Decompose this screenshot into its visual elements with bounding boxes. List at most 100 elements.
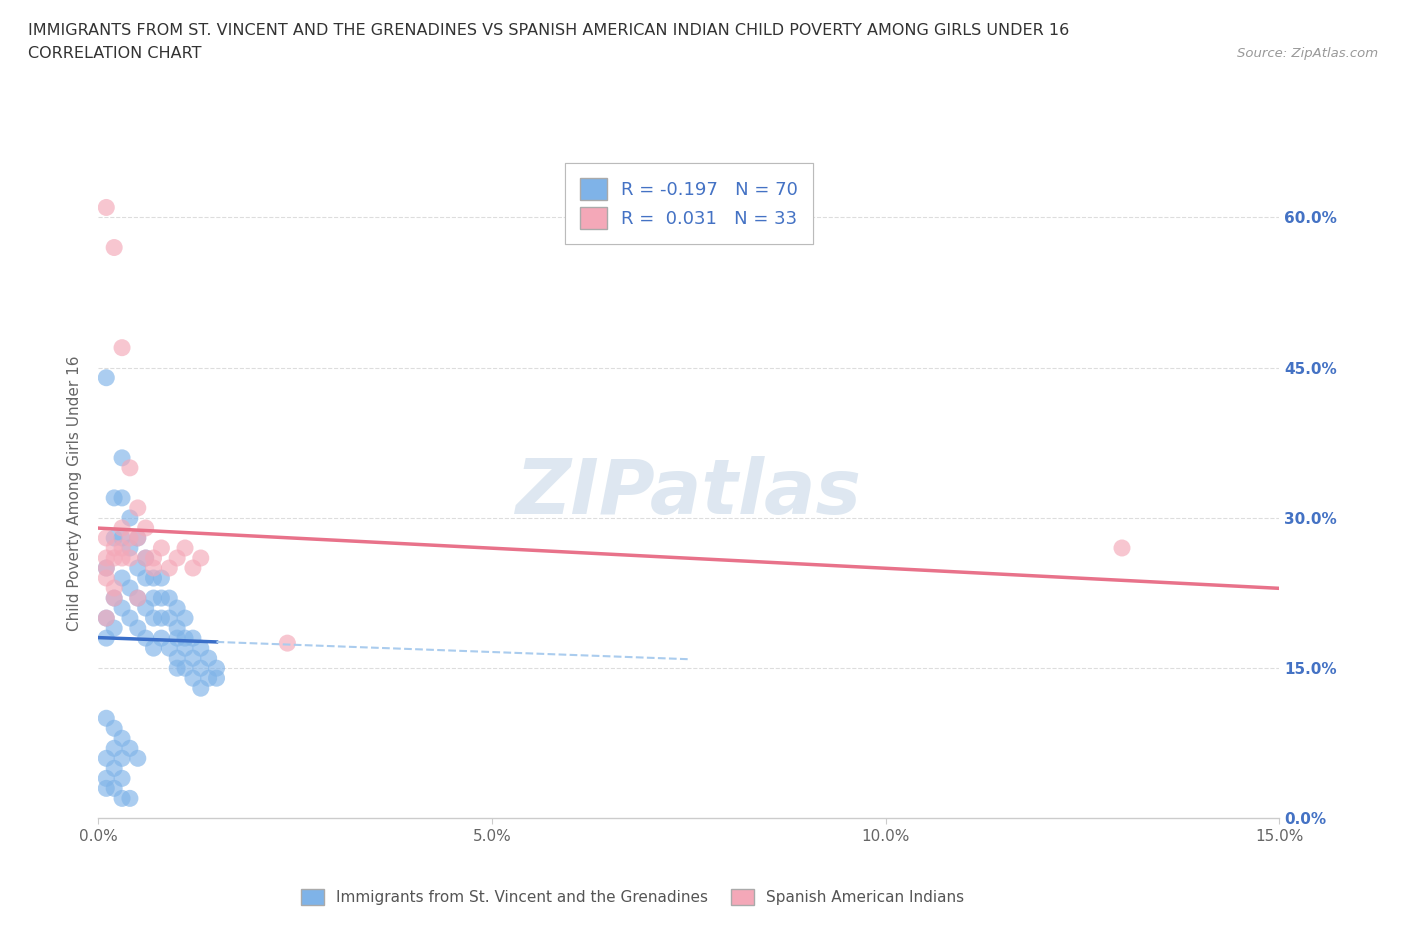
- Point: [157, 591, 180, 605]
- Point: [127, 591, 149, 605]
- Legend: Immigrants from St. Vincent and the Grenadines, Spanish American Indians: Immigrants from St. Vincent and the Gren…: [294, 882, 972, 913]
- Point: [103, 530, 125, 545]
- Point: [142, 551, 165, 565]
- Point: [135, 551, 157, 565]
- Point: [96, 751, 118, 765]
- Point: [181, 671, 204, 685]
- Point: [127, 530, 149, 545]
- Point: [190, 660, 212, 675]
- Point: [96, 551, 118, 565]
- Point: [142, 611, 165, 626]
- Point: [111, 751, 134, 765]
- Point: [190, 681, 212, 696]
- Point: [111, 771, 134, 786]
- Point: [96, 370, 118, 385]
- Point: [1111, 540, 1133, 555]
- Point: [96, 611, 118, 626]
- Point: [103, 580, 125, 595]
- Point: [142, 571, 165, 586]
- Point: [142, 561, 165, 576]
- Point: [142, 591, 165, 605]
- Point: [127, 530, 149, 545]
- Point: [127, 591, 149, 605]
- Point: [157, 561, 180, 576]
- Point: [118, 741, 141, 756]
- Point: [190, 551, 212, 565]
- Point: [103, 540, 125, 555]
- Point: [111, 551, 134, 565]
- Point: [96, 781, 118, 796]
- Point: [103, 551, 125, 565]
- Point: [111, 790, 134, 805]
- Point: [135, 631, 157, 645]
- Point: [118, 540, 141, 555]
- Point: [166, 631, 188, 645]
- Point: [103, 781, 125, 796]
- Point: [181, 651, 204, 666]
- Legend: R = -0.197   N = 70, R =  0.031   N = 33: R = -0.197 N = 70, R = 0.031 N = 33: [565, 164, 813, 244]
- Point: [166, 651, 188, 666]
- Point: [174, 660, 197, 675]
- Point: [135, 601, 157, 616]
- Point: [118, 611, 141, 626]
- Point: [150, 571, 173, 586]
- Point: [103, 490, 125, 505]
- Text: CORRELATION CHART: CORRELATION CHART: [28, 46, 201, 61]
- Point: [118, 551, 141, 565]
- Point: [135, 521, 157, 536]
- Point: [127, 751, 149, 765]
- Point: [150, 631, 173, 645]
- Point: [150, 591, 173, 605]
- Point: [96, 561, 118, 576]
- Text: IMMIGRANTS FROM ST. VINCENT AND THE GRENADINES VS SPANISH AMERICAN INDIAN CHILD : IMMIGRANTS FROM ST. VINCENT AND THE GREN…: [28, 23, 1070, 38]
- Point: [135, 571, 157, 586]
- Point: [118, 790, 141, 805]
- Point: [111, 521, 134, 536]
- Point: [111, 571, 134, 586]
- Point: [135, 551, 157, 565]
- Point: [157, 611, 180, 626]
- Point: [127, 500, 149, 515]
- Point: [174, 540, 197, 555]
- Point: [103, 620, 125, 635]
- Point: [103, 761, 125, 776]
- Point: [197, 651, 219, 666]
- Point: [111, 731, 134, 746]
- Point: [96, 711, 118, 725]
- Point: [205, 660, 228, 675]
- Point: [96, 561, 118, 576]
- Point: [174, 631, 197, 645]
- Point: [118, 511, 141, 525]
- Point: [276, 636, 298, 651]
- Point: [111, 601, 134, 616]
- Point: [118, 530, 141, 545]
- Point: [96, 200, 118, 215]
- Point: [127, 561, 149, 576]
- Y-axis label: Child Poverty Among Girls Under 16: Child Poverty Among Girls Under 16: [67, 355, 83, 631]
- Point: [166, 660, 188, 675]
- Point: [103, 741, 125, 756]
- Point: [111, 530, 134, 545]
- Point: [96, 631, 118, 645]
- Text: ZIPatlas: ZIPatlas: [516, 456, 862, 530]
- Point: [150, 611, 173, 626]
- Point: [118, 460, 141, 475]
- Point: [190, 641, 212, 656]
- Point: [96, 771, 118, 786]
- Point: [96, 530, 118, 545]
- Point: [157, 641, 180, 656]
- Point: [166, 551, 188, 565]
- Point: [103, 591, 125, 605]
- Point: [181, 561, 204, 576]
- Point: [103, 721, 125, 736]
- Point: [166, 601, 188, 616]
- Point: [111, 340, 134, 355]
- Point: [103, 240, 125, 255]
- Point: [205, 671, 228, 685]
- Point: [197, 671, 219, 685]
- Point: [142, 641, 165, 656]
- Point: [174, 611, 197, 626]
- Point: [96, 611, 118, 626]
- Point: [118, 580, 141, 595]
- Point: [111, 540, 134, 555]
